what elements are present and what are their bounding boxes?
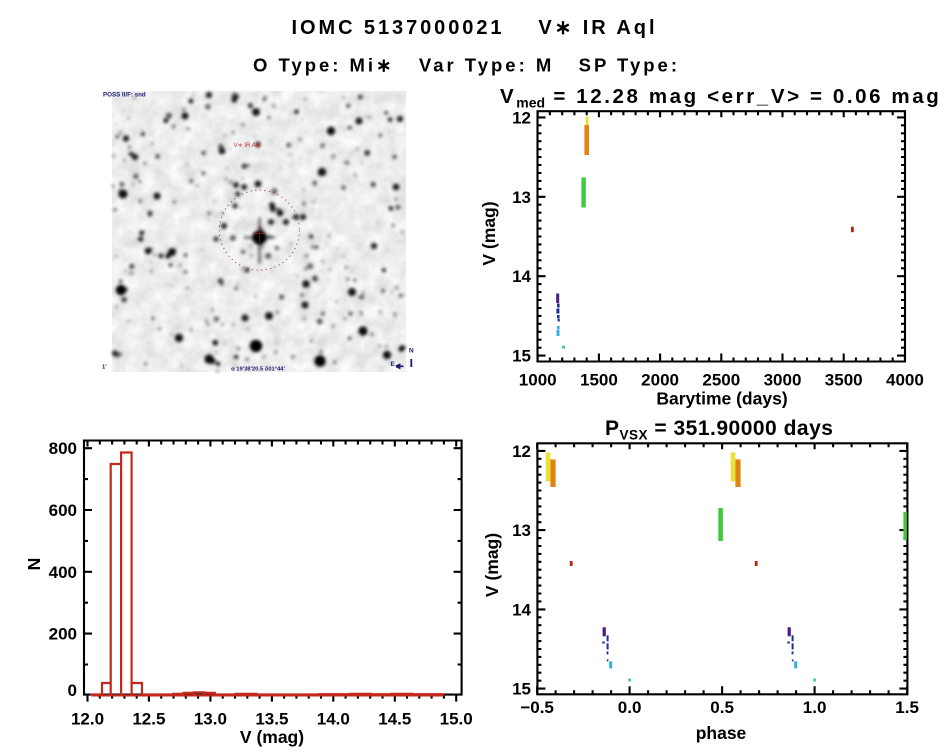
svg-text:4000: 4000	[886, 371, 924, 390]
svg-text:E: E	[391, 361, 396, 368]
svg-text:−0.5: −0.5	[520, 698, 554, 717]
svg-text:14: 14	[512, 600, 531, 619]
svg-text:15: 15	[512, 347, 531, 366]
svg-text:12.5: 12.5	[132, 710, 165, 729]
svg-text:15.0: 15.0	[440, 710, 473, 729]
svg-text:V (mag): V (mag)	[479, 201, 499, 265]
svg-text:12.0: 12.0	[71, 710, 104, 729]
svg-text:15: 15	[512, 680, 531, 699]
svg-text:1.0: 1.0	[803, 698, 827, 717]
svg-text:Vmed = 12.28 mag <err_V> = 0: Vmed = 12.28 mag <err_V> = 0.06 mag	[500, 85, 941, 111]
svg-text:POSS II/F: snd: POSS II/F: snd	[103, 92, 146, 99]
svg-text:1500: 1500	[580, 371, 618, 390]
svg-text:0.0: 0.0	[618, 698, 642, 717]
svg-text:V (mag): V (mag)	[240, 727, 304, 747]
svg-text:phase: phase	[696, 723, 747, 743]
svg-text:3000: 3000	[764, 371, 802, 390]
svg-text:12: 12	[512, 108, 531, 127]
svg-text:2500: 2500	[702, 371, 740, 390]
svg-text:1000: 1000	[519, 371, 557, 390]
svg-text:400: 400	[49, 563, 77, 582]
svg-text:V (mag): V (mag)	[482, 533, 502, 597]
svg-text:14.5: 14.5	[378, 710, 411, 729]
svg-text:IOMC 5137000021 V∗ IR Aql: IOMC 5137000021 V∗ IR Aql	[292, 17, 655, 39]
svg-text:1′: 1′	[102, 365, 107, 371]
svg-text:1.5: 1.5	[895, 698, 919, 717]
svg-text:200: 200	[49, 625, 77, 644]
svg-text:2000: 2000	[641, 371, 679, 390]
svg-text:13.5: 13.5	[255, 710, 288, 729]
svg-text:O Type: Mi∗ Var Type: M SP: O Type: Mi∗ Var Type: M SP Type:	[253, 55, 677, 76]
svg-text:N: N	[409, 348, 414, 355]
svg-text:600: 600	[49, 501, 77, 520]
svg-text:800: 800	[49, 439, 77, 458]
svg-text:13: 13	[512, 188, 531, 207]
svg-text:14.0: 14.0	[317, 710, 350, 729]
svg-text:0.5: 0.5	[710, 698, 734, 717]
svg-text:3500: 3500	[825, 371, 863, 390]
svg-text:α 19′38′20.5 δ01°44′: α 19′38′20.5 δ01°44′	[231, 367, 285, 373]
svg-text:PVSX = 351.90000 days: PVSX = 351.90000 days	[605, 417, 833, 443]
svg-text:Barytime (days): Barytime (days)	[656, 389, 787, 409]
svg-text:13.0: 13.0	[194, 710, 227, 729]
svg-text:12: 12	[512, 442, 531, 461]
svg-text:N: N	[24, 558, 44, 571]
svg-text:0: 0	[68, 681, 77, 700]
svg-text:14: 14	[512, 267, 531, 286]
svg-text:V∗ IR Aql: V∗ IR Aql	[234, 143, 261, 149]
svg-text:13: 13	[512, 521, 531, 540]
